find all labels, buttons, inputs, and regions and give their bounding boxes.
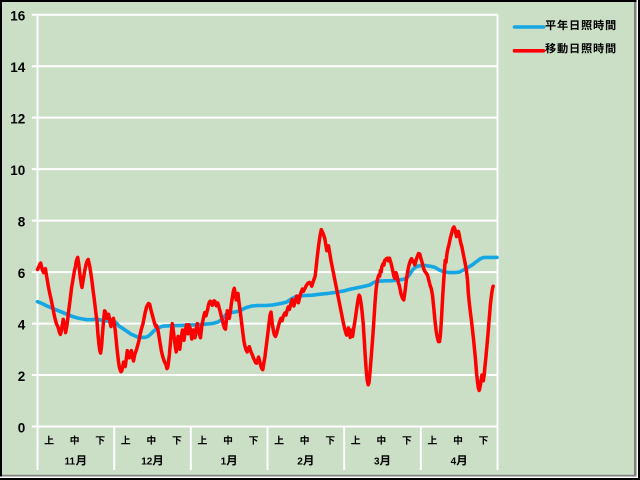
svg-text:8: 8 bbox=[18, 214, 26, 229]
svg-text:2: 2 bbox=[297, 457, 303, 468]
svg-text:14: 14 bbox=[10, 60, 26, 75]
svg-text:10: 10 bbox=[10, 163, 25, 178]
svg-text:16: 16 bbox=[10, 9, 26, 24]
svg-text:3: 3 bbox=[374, 457, 380, 468]
svg-text:6: 6 bbox=[18, 266, 26, 281]
svg-text:4: 4 bbox=[451, 457, 457, 468]
svg-text:12: 12 bbox=[141, 457, 153, 468]
svg-text:0: 0 bbox=[18, 420, 26, 435]
svg-text:4: 4 bbox=[18, 317, 26, 332]
svg-text:11: 11 bbox=[65, 457, 76, 468]
svg-text:12: 12 bbox=[10, 111, 25, 126]
svg-text:2: 2 bbox=[18, 369, 26, 384]
svg-text:1: 1 bbox=[221, 457, 227, 468]
